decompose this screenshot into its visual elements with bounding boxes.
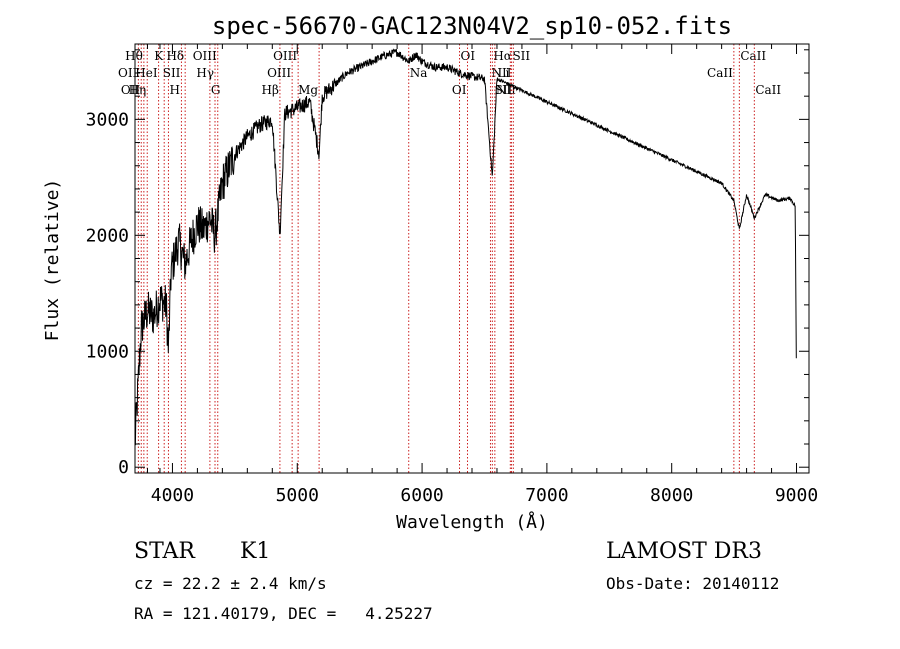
line-marker-label: OII bbox=[118, 66, 138, 80]
line-marker-label: Hγ bbox=[196, 66, 214, 80]
x-tick-label: 8000 bbox=[650, 485, 693, 506]
line-marker-label: OIII bbox=[267, 66, 291, 80]
line-marker-label: SII bbox=[163, 66, 181, 80]
coordinates-info: RA = 121.40179, DEC = 4.25227 bbox=[134, 604, 433, 623]
line-marker-label: SII bbox=[512, 49, 530, 63]
line-marker-label: Hη bbox=[129, 83, 147, 97]
line-marker-label: Li bbox=[498, 66, 510, 80]
line-marker-label: Hθ bbox=[125, 49, 143, 63]
line-marker-label: Hβ bbox=[262, 83, 279, 97]
y-tick-label: 2000 bbox=[86, 225, 129, 246]
x-tick-label: 7000 bbox=[525, 485, 568, 506]
y-tick-label: 0 bbox=[118, 457, 129, 478]
line-marker-label: Hα bbox=[493, 49, 512, 63]
plot-frame bbox=[134, 43, 810, 474]
line-marker-label: G bbox=[211, 83, 221, 97]
spectral-line-markers: OII OII Hθ Hη HeI K H SII Hδ G Hγ OIII Hβ OIII OIII Mg N… bbox=[118, 44, 781, 473]
line-marker-label: CaII bbox=[707, 66, 733, 80]
object-subclass: K1 bbox=[240, 539, 271, 564]
line-marker-label: CaII bbox=[755, 83, 781, 97]
x-tick-label: 4000 bbox=[151, 485, 194, 506]
redshift-info: cz = 22.2 ± 2.4 km/s bbox=[134, 574, 327, 593]
line-marker-label: OI bbox=[452, 83, 467, 97]
axes: 4000 5000 6000 7000 8000 9000 0 1000 2000 3000 bbox=[86, 44, 818, 506]
line-marker-label: CaII bbox=[740, 49, 766, 63]
spectrum-line bbox=[134, 48, 797, 446]
spectrum-series bbox=[134, 48, 797, 446]
x-tick-label: 5000 bbox=[276, 485, 319, 506]
line-marker-label: Hδ bbox=[166, 49, 184, 63]
line-marker-label: HeI bbox=[135, 66, 158, 80]
x-axis-label: Wavelength (Å) bbox=[396, 511, 548, 533]
chart-title: spec-56670-GAC123N04V2_sp10-052.fits bbox=[212, 12, 732, 40]
observation-date: Obs-Date: 20140112 bbox=[606, 574, 780, 593]
line-marker-label: Na bbox=[410, 66, 428, 80]
line-marker-label: H bbox=[169, 83, 179, 97]
x-tick-label: 9000 bbox=[775, 485, 818, 506]
line-marker-label: OII bbox=[121, 83, 141, 97]
y-tick-label: 1000 bbox=[86, 341, 129, 362]
y-tick-label: 3000 bbox=[86, 109, 129, 130]
line-marker-label: K bbox=[154, 49, 164, 63]
survey-name: LAMOST DR3 bbox=[606, 539, 762, 564]
line-marker-label: OIII bbox=[193, 49, 217, 63]
x-tick-label: 6000 bbox=[400, 485, 443, 506]
object-class: STAR bbox=[134, 539, 195, 564]
line-marker-label: NII bbox=[491, 66, 511, 80]
line-marker-label: OIII bbox=[273, 49, 297, 63]
line-marker-label: Mg bbox=[298, 83, 318, 97]
y-axis-label: Flux (relative) bbox=[42, 179, 63, 342]
